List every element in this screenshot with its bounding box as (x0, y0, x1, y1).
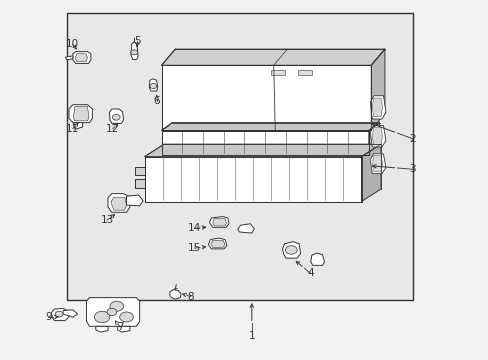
Polygon shape (131, 42, 138, 59)
Polygon shape (144, 157, 361, 202)
Polygon shape (96, 326, 108, 332)
Circle shape (110, 301, 123, 311)
Polygon shape (69, 105, 92, 123)
Text: 6: 6 (153, 96, 160, 106)
Polygon shape (161, 123, 379, 131)
Circle shape (112, 114, 120, 120)
Polygon shape (310, 253, 324, 265)
Polygon shape (169, 290, 181, 299)
Polygon shape (135, 167, 144, 175)
Polygon shape (73, 107, 89, 121)
Polygon shape (65, 56, 73, 60)
Text: 5: 5 (134, 36, 140, 46)
Polygon shape (111, 197, 126, 210)
Polygon shape (209, 217, 228, 227)
Text: 10: 10 (66, 40, 79, 49)
Circle shape (55, 311, 63, 317)
Polygon shape (369, 154, 385, 174)
Text: 4: 4 (306, 268, 313, 278)
Text: 9: 9 (45, 312, 52, 322)
Circle shape (285, 246, 297, 254)
Polygon shape (368, 123, 379, 155)
Text: 7: 7 (117, 322, 123, 332)
Polygon shape (370, 49, 384, 130)
Polygon shape (51, 309, 69, 320)
Polygon shape (75, 54, 87, 62)
Polygon shape (369, 126, 385, 147)
Polygon shape (161, 131, 368, 155)
Text: 13: 13 (100, 215, 113, 225)
Polygon shape (109, 109, 123, 123)
Text: 1: 1 (248, 331, 255, 341)
Polygon shape (282, 242, 300, 258)
Polygon shape (73, 51, 91, 63)
Polygon shape (63, 310, 78, 317)
Polygon shape (144, 144, 380, 157)
Polygon shape (118, 326, 130, 332)
Text: 15: 15 (188, 243, 201, 253)
Text: 2: 2 (408, 134, 415, 144)
Bar (66, 13, 412, 300)
Polygon shape (237, 224, 254, 233)
Text: 12: 12 (106, 124, 119, 134)
Polygon shape (149, 79, 158, 91)
Polygon shape (371, 98, 382, 117)
Text: 3: 3 (408, 164, 415, 174)
Polygon shape (86, 298, 140, 326)
Polygon shape (135, 179, 144, 188)
Polygon shape (361, 144, 380, 202)
Polygon shape (371, 156, 382, 172)
Circle shape (131, 50, 138, 55)
Polygon shape (298, 69, 311, 75)
Text: 8: 8 (187, 292, 194, 302)
Polygon shape (161, 65, 370, 130)
Polygon shape (210, 240, 224, 247)
Polygon shape (74, 123, 82, 129)
Polygon shape (208, 238, 226, 249)
Polygon shape (371, 128, 382, 145)
Polygon shape (212, 219, 226, 226)
Polygon shape (369, 96, 385, 119)
Circle shape (94, 311, 110, 323)
Polygon shape (126, 195, 143, 206)
Polygon shape (108, 194, 130, 212)
Text: 14: 14 (188, 224, 201, 233)
Text: 11: 11 (66, 124, 80, 134)
Circle shape (120, 312, 133, 322)
Circle shape (150, 84, 157, 89)
Polygon shape (271, 69, 285, 75)
Circle shape (107, 309, 117, 316)
Polygon shape (161, 49, 384, 65)
